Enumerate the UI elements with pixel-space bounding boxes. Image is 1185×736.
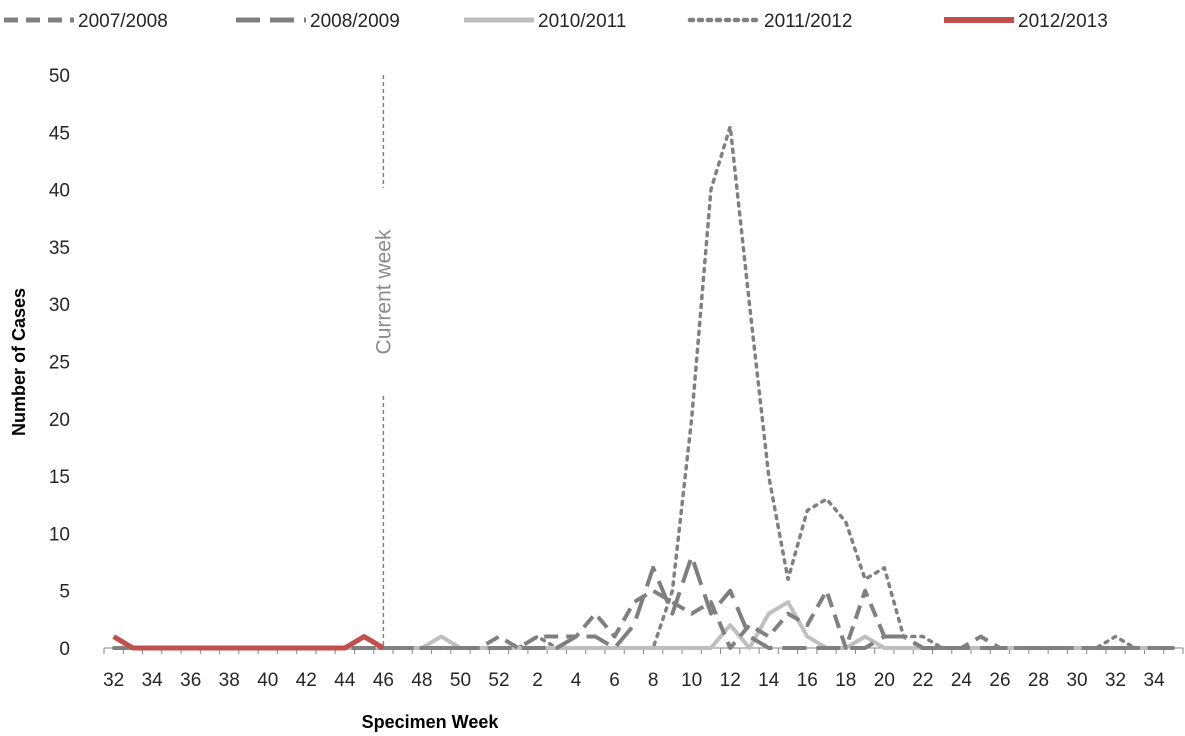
x-tick-label: 40 bbox=[257, 670, 278, 691]
x-tick-label: 32 bbox=[1105, 670, 1126, 691]
x-tick-label: 30 bbox=[1066, 670, 1087, 691]
x-tick-label: 26 bbox=[989, 670, 1010, 691]
current-week-label: Current week bbox=[372, 229, 395, 354]
x-tick-label: 34 bbox=[142, 670, 164, 691]
y-tick-label: 50 bbox=[49, 66, 70, 87]
x-tick-label: 36 bbox=[180, 670, 201, 691]
y-tick-label: 40 bbox=[49, 181, 70, 202]
x-tick-label: 10 bbox=[681, 670, 702, 691]
x-tick-label: 52 bbox=[488, 670, 509, 691]
x-tick-label: 2 bbox=[532, 670, 543, 691]
legend-label-2007-2008: 2007/2008 bbox=[78, 11, 168, 32]
plot-area bbox=[111, 124, 1176, 651]
legend-label-2011-2012: 2011/2012 bbox=[764, 11, 852, 32]
legend-label-2012-2013: 2012/2013 bbox=[1018, 11, 1108, 32]
x-tick-label: 12 bbox=[720, 670, 741, 691]
x-tick-label: 42 bbox=[296, 670, 317, 691]
legend: 2007/2008 2008/2009 2010/2011 2011/2012 2012… bbox=[4, 11, 1108, 32]
x-tick-label: 6 bbox=[609, 670, 620, 691]
x-tick-label: 48 bbox=[411, 670, 432, 691]
y-tick-label: 45 bbox=[49, 123, 70, 144]
x-tick-label: 22 bbox=[912, 670, 933, 691]
legend-label-2010-2011: 2010/2011 bbox=[538, 11, 626, 32]
x-tick-label: 20 bbox=[874, 670, 895, 691]
x-tick-label: 24 bbox=[951, 670, 973, 691]
x-tick-label: 34 bbox=[1144, 670, 1166, 691]
series-line-2011-2012 bbox=[111, 124, 1176, 650]
x-tick-label: 44 bbox=[334, 670, 356, 691]
x-tick-label: 32 bbox=[103, 670, 124, 691]
y-axis: 0 5 10 15 20 25 30 35 40 45 50 bbox=[49, 66, 70, 660]
y-tick-label: 35 bbox=[49, 238, 70, 259]
x-tick-label: 14 bbox=[758, 670, 780, 691]
y-tick-label: 5 bbox=[59, 582, 70, 603]
y-axis-title: Number of Cases bbox=[9, 288, 29, 436]
x-tick-label: 28 bbox=[1028, 670, 1049, 691]
legend-label-2008-2009: 2008/2009 bbox=[310, 11, 400, 32]
x-tick-label: 18 bbox=[835, 670, 856, 691]
x-axis-title: Specimen Week bbox=[362, 712, 500, 732]
series-line-2010-2011 bbox=[113, 600, 1174, 650]
y-tick-label: 10 bbox=[49, 524, 70, 545]
x-tick-label: 38 bbox=[219, 670, 240, 691]
x-tick-label: 8 bbox=[648, 670, 659, 691]
current-week-marker: Current week bbox=[372, 75, 395, 648]
x-axis: 32 34 36 38 40 42 44 46 48 50 52 2 4 6 8 10 12 14 16 18 20 22… bbox=[103, 647, 1184, 691]
y-tick-label: 15 bbox=[49, 467, 70, 488]
y-tick-label: 25 bbox=[49, 353, 70, 374]
y-tick-label: 30 bbox=[49, 295, 70, 316]
x-tick-label: 4 bbox=[571, 670, 582, 691]
series-line-2012-2013 bbox=[112, 634, 385, 651]
x-tick-label: 50 bbox=[450, 670, 471, 691]
y-tick-label: 20 bbox=[49, 410, 70, 431]
x-tick-label: 16 bbox=[797, 670, 818, 691]
x-tick-label: 46 bbox=[373, 670, 394, 691]
series-line-2008-2009 bbox=[113, 554, 1174, 650]
y-tick-label: 0 bbox=[59, 639, 70, 660]
